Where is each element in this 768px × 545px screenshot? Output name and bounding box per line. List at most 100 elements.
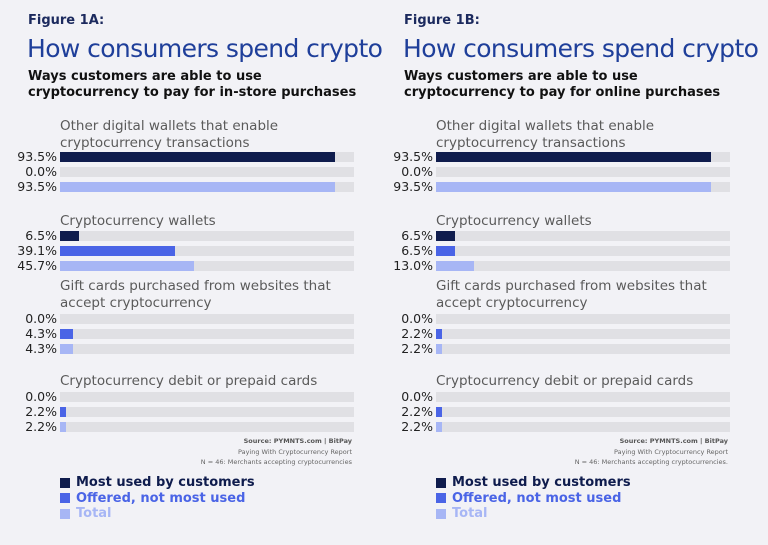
category-label: Gift cards purchased from websites that … [436, 278, 707, 311]
bar-track [436, 167, 730, 177]
bar-most-used [60, 231, 80, 241]
bar-most-used [60, 152, 335, 162]
bar-total [60, 422, 67, 432]
value-label: 93.5% [17, 149, 57, 164]
bar-total [60, 344, 73, 354]
bar-offered [60, 407, 67, 417]
category-label: Cryptocurrency wallets [436, 213, 592, 229]
bar-track [60, 182, 354, 192]
category-label: Cryptocurrency debit or prepaid cards [60, 373, 318, 389]
value-label: 2.2% [401, 326, 433, 341]
legend-item-most-used: Most used by customers [60, 475, 255, 491]
value-label: 0.0% [25, 164, 57, 179]
legend-label: Most used by customers [76, 475, 255, 491]
bar-track [436, 344, 730, 354]
bar-track [436, 261, 730, 271]
value-label: 93.5% [393, 179, 433, 194]
legend-label: Total [452, 506, 488, 522]
value-label: 6.5% [401, 228, 433, 243]
legend-item-total: Total [436, 506, 631, 522]
bar-track [60, 261, 354, 271]
bar-total [60, 261, 195, 271]
bar-track [60, 329, 354, 339]
bar-track [60, 392, 354, 402]
bar-track [436, 246, 730, 256]
bar-track [60, 152, 354, 162]
bar-total [436, 261, 475, 271]
category-label: Gift cards purchased from websites that … [60, 278, 331, 311]
value-label: 93.5% [17, 179, 57, 194]
value-label: 39.1% [17, 243, 57, 258]
legend-label: Offered, not most used [76, 490, 246, 506]
bar-track [436, 422, 730, 432]
bar-offered [60, 246, 175, 256]
category-label: Other digital wallets that enable crypto… [436, 118, 655, 151]
legend: Most used by customers Offered, not most … [436, 475, 631, 522]
figure-label: Figure 1B: [404, 13, 480, 28]
bar-track [60, 344, 354, 354]
value-label: 93.5% [393, 149, 433, 164]
legend-item-offered: Offered, not most used [436, 491, 631, 507]
figure-1b-panel: Figure 1B: How consumers spend crypto Ways… [376, 0, 759, 545]
legend-label: Most used by customers [452, 475, 631, 491]
value-label: 6.5% [25, 228, 57, 243]
bar-total [60, 182, 335, 192]
category-label: Cryptocurrency wallets [60, 213, 216, 229]
figure-label: Figure 1A: [28, 13, 105, 28]
value-label: 0.0% [401, 389, 433, 404]
value-label: 45.7% [17, 258, 57, 273]
sample-note: N = 46: Merchants accepting cryptocurren… [574, 458, 728, 466]
bar-track [436, 314, 730, 324]
bar-most-used [436, 152, 711, 162]
legend: Most used by customers Offered, not most … [60, 475, 255, 522]
value-label: 2.2% [401, 341, 433, 356]
category-label: Cryptocurrency debit or prepaid cards [436, 373, 694, 389]
bar-track [436, 329, 730, 339]
legend-item-total: Total [60, 506, 255, 522]
value-label: 2.2% [25, 404, 57, 419]
legend-label: Offered, not most used [452, 490, 622, 506]
source-note: Source: PYMNTS.com | BitPay Paying With C… [488, 436, 728, 468]
bar-most-used [436, 231, 456, 241]
report-line: Paying With Cryptocurrency Report [613, 447, 728, 456]
chart-subtitle: Ways customers are able to use cryptocur… [404, 69, 721, 100]
legend-swatch [436, 477, 446, 488]
bar-track [60, 422, 354, 432]
report-line: Paying With Cryptocurrency Report [237, 447, 352, 456]
source-note: Source: PYMNTS.com | BitPay Paying With C… [112, 436, 352, 468]
bar-track [60, 407, 354, 417]
bar-track [436, 182, 730, 192]
chart-title: How consumers spend crypto [403, 34, 759, 63]
source-line: Source: PYMNTS.com | BitPay [243, 437, 352, 445]
legend-swatch [60, 508, 70, 519]
bar-offered [436, 246, 456, 256]
legend-label: Total [76, 506, 112, 522]
value-label: 2.2% [401, 419, 433, 434]
bar-track [60, 314, 354, 324]
value-label: 0.0% [25, 389, 57, 404]
bar-offered [60, 329, 73, 339]
value-label: 0.0% [401, 311, 433, 326]
chart-subtitle: Ways customers are able to use cryptocur… [28, 69, 357, 100]
bar-track [436, 392, 730, 402]
legend-item-most-used: Most used by customers [436, 475, 631, 491]
value-label: 0.0% [25, 311, 57, 326]
legend-swatch [60, 477, 70, 488]
bar-track [60, 246, 354, 256]
sample-note: N = 46: Merchants accepting cryptocurren… [200, 458, 352, 466]
bar-total [436, 182, 711, 192]
value-label: 6.5% [401, 243, 433, 258]
source-line: Source: PYMNTS.com | BitPay [619, 437, 728, 445]
bar-track [60, 167, 354, 177]
value-label: 0.0% [401, 164, 433, 179]
bar-total [436, 422, 443, 432]
category-label: Other digital wallets that enable crypto… [60, 118, 279, 151]
bar-track [436, 231, 730, 241]
value-label: 2.2% [401, 404, 433, 419]
value-label: 13.0% [393, 258, 433, 273]
figure-1a-panel: Figure 1A: How consumers spend crypto Ways… [0, 0, 383, 545]
bar-track [436, 152, 730, 162]
bar-offered [436, 329, 443, 339]
chart-title: How consumers spend crypto [27, 34, 383, 63]
bar-track [436, 407, 730, 417]
